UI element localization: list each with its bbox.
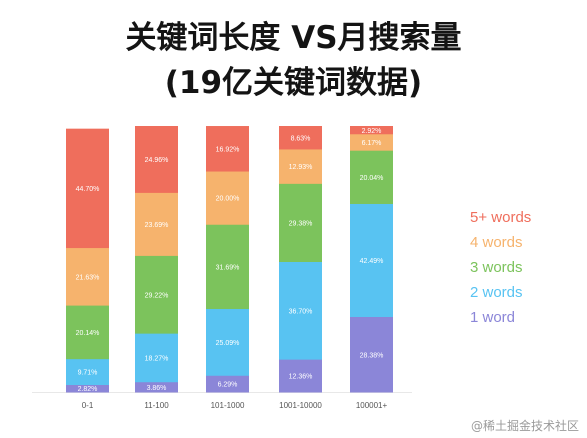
bar-segment-3-words-4 (279, 183, 322, 263)
bar-value-label: 23.69% (145, 222, 169, 229)
bar-segment-4-words-1 (66, 247, 109, 306)
bar-segment-4-words-2 (135, 192, 178, 256)
bar-value-label: 36.70% (289, 308, 313, 315)
bar-segment-4-words-3 (206, 171, 249, 225)
bar-value-label: 29.38% (289, 220, 313, 227)
bar-value-label: 6.17% (362, 140, 382, 147)
x-tick-label: 101-1000 (211, 401, 245, 410)
bar-segment-1-word-5 (350, 316, 393, 393)
bar-value-label: 44.70% (76, 186, 100, 193)
x-tick-label: 0-1 (82, 401, 94, 410)
bar-value-label: 2.82% (78, 386, 98, 393)
bar-segment-5-words-3 (206, 126, 249, 172)
legend-item-2-words: 2 words (470, 284, 523, 301)
bar-value-label: 28.38% (360, 352, 384, 359)
bar-segment-5-words-1 (66, 128, 109, 249)
bar-segment-1-word-2 (135, 381, 178, 393)
bar-value-label: 24.96% (145, 157, 169, 164)
bar-value-label: 16.92% (216, 147, 240, 154)
chart-subtitle: (19亿关键词数据) (164, 65, 423, 101)
bar-value-label: 21.63% (76, 274, 100, 281)
legend-item-3-words: 3 words (470, 259, 523, 276)
bar-segment-1-word-1 (66, 384, 109, 393)
bar-value-label: 12.93% (289, 164, 313, 171)
bar-value-label: 25.09% (216, 340, 240, 347)
bar-value-label: 6.29% (218, 382, 238, 389)
bar-value-label: 20.00% (216, 196, 240, 203)
bar-segment-1-word-4 (279, 359, 322, 393)
chart-title: 关键词长度 VS月搜索量 (125, 20, 462, 56)
bar-segment-3-words-1 (66, 305, 109, 360)
bar-value-label: 3.86% (147, 385, 167, 392)
chart-legend: 5+ words 4 words 3 words 2 words 1 word (470, 205, 531, 330)
bar-segment-5-words-5 (350, 126, 393, 135)
bar-value-label: 31.69% (216, 264, 240, 271)
bar-segment-3-words-5 (350, 150, 393, 204)
x-tick-label: 11-100 (144, 401, 169, 410)
bar-value-label: 12.36% (289, 374, 313, 381)
bar-segment-2-words-1 (66, 358, 109, 385)
legend-item-1-word: 1 word (470, 309, 516, 326)
bar-segment-3-words-3 (206, 224, 249, 310)
bar-segment-5-words-4 (279, 126, 322, 150)
x-tick-label: 1001-10000 (279, 401, 322, 410)
bar-segment-2-words-5 (350, 203, 393, 318)
legend-item-4-words: 4 words (470, 234, 523, 251)
bar-value-label: 42.49% (360, 258, 384, 265)
x-tick-label: 100001+ (356, 401, 388, 410)
bar-segment-3-words-2 (135, 255, 178, 334)
bar-segment-4-words-5 (350, 133, 393, 151)
bar-segment-2-words-4 (279, 261, 322, 360)
bar-segment-2-words-2 (135, 333, 178, 383)
bar-value-label: 18.27% (145, 355, 169, 362)
bar-value-label: 20.14% (76, 330, 100, 337)
bar-value-label: 8.63% (291, 135, 311, 142)
bar-value-label: 9.71% (78, 370, 98, 377)
bar-value-label: 2.92% (362, 128, 382, 135)
bar-segment-5-words-2 (135, 126, 178, 193)
bar-segment-2-words-3 (206, 308, 249, 376)
bar-value-label: 20.04% (360, 175, 384, 182)
bar-segment-1-word-3 (206, 375, 249, 393)
bar-value-label: 29.22% (145, 292, 169, 299)
watermark: @稀土掘金技术社区 (470, 419, 579, 433)
bar-segment-4-words-4 (279, 148, 322, 184)
legend-item-5-words: 5+ words (470, 209, 532, 226)
